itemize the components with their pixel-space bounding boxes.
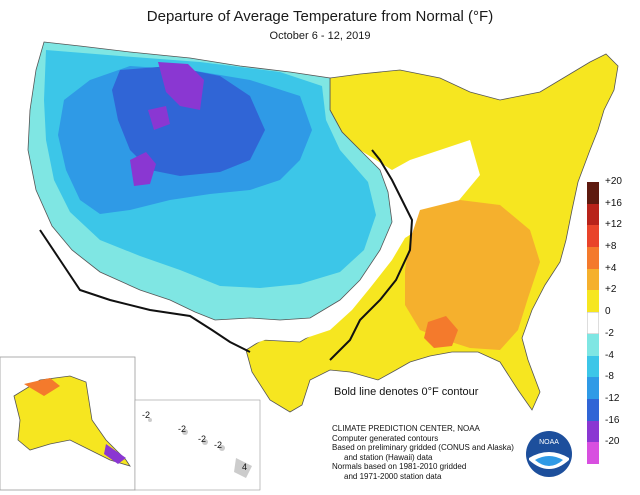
legend-entry: -8: [587, 371, 635, 399]
contour-note: Bold line denotes 0°F contour: [334, 386, 479, 398]
alaska-cool-spot: [104, 444, 126, 464]
alaska-warm-spot: [24, 378, 60, 396]
legend-swatch: [587, 333, 599, 356]
legend-swatch: [587, 203, 599, 226]
legend-swatch: [587, 377, 599, 399]
legend-label: +4: [605, 262, 617, 274]
legend-entry: 0: [587, 306, 635, 334]
legend-entry: -2: [587, 328, 635, 356]
credit-line: CLIMATE PREDICTION CENTER, NOAA: [332, 424, 480, 433]
legend-label: +8: [605, 241, 617, 253]
zero-contour-line: [329, 149, 414, 361]
hawaii-island: [202, 439, 208, 445]
legend-swatch: [587, 268, 599, 291]
hawaii-island: [182, 429, 188, 435]
map-title: Departure of Average Temperature from No…: [146, 8, 494, 25]
hawaii-label: -2: [214, 440, 223, 450]
credit-line: Normals based on 1981-2010 gridded: [332, 462, 467, 472]
legend-entry: +20: [587, 176, 635, 204]
legend-entry: -4: [587, 350, 635, 378]
credit-line: and station (Hawaii) data: [344, 452, 433, 462]
legend-swatch: [587, 312, 599, 334]
hawaii-label: -2: [198, 434, 207, 444]
legend-label: +2: [605, 284, 617, 296]
legend-entry: +8: [587, 241, 635, 269]
legend-swatch: [587, 398, 599, 421]
legend-entry: +4: [587, 263, 635, 291]
hawaii-label: -2: [142, 410, 151, 420]
legend-swatch: [587, 442, 599, 464]
warmest-hotspot: [424, 316, 458, 348]
legend-label: +16: [605, 197, 622, 209]
legend-entry: +16: [587, 198, 635, 226]
hawaii-label: 4: [242, 462, 248, 472]
legend-entry: -16: [587, 415, 635, 443]
alaska-shape: [13, 375, 131, 467]
credit-line: Computer generated contours: [332, 433, 439, 443]
legend-swatch: [587, 290, 599, 313]
credit-line: Based on preliminary gridded (CONUS and …: [332, 443, 514, 453]
zero-contour-line-2: [39, 229, 251, 353]
hawaii-island: [219, 445, 225, 451]
legend-label: -8: [605, 371, 614, 383]
hawaii-inset-frame: [134, 399, 261, 491]
legend-swatch: [587, 420, 599, 443]
hawaii-island-big: [234, 458, 252, 478]
credits-block: CLIMATE PREDICTION CENTER, NOAA Computer…: [332, 424, 532, 482]
warm-hotspot: [405, 200, 540, 350]
colder-core-region: [112, 66, 265, 176]
legend-label: -4: [605, 349, 614, 361]
color-legend: +20 +16 +12 +8 +4 +2 0 -2 -4 -8 -12 -16 …: [587, 176, 635, 464]
legend-label: -16: [605, 414, 620, 426]
svg-text:NOAA: NOAA: [539, 439, 559, 446]
map-subtitle: October 6 - 12, 2019: [269, 30, 371, 42]
coldest-spot-2: [148, 106, 170, 130]
legend-label: -2: [605, 327, 614, 339]
coldest-spot-3: [130, 152, 156, 186]
legend-swatch: [587, 182, 599, 204]
hawaii-label: -2: [178, 424, 187, 434]
legend-label: -12: [605, 392, 620, 404]
legend-label: +12: [605, 219, 622, 231]
hawaii-island: [148, 418, 152, 422]
legend-swatch: [587, 225, 599, 248]
legend-entry: +12: [587, 219, 635, 248]
noaa-logo: NOAA: [526, 431, 572, 477]
legend-label: 0: [605, 306, 611, 318]
legend-label: -20: [605, 436, 620, 448]
coldest-core-region: [158, 62, 204, 110]
legend-entry: -12: [587, 393, 635, 421]
legend-entry: +2: [587, 284, 635, 313]
credit-line: and 1971-2000 station data: [344, 471, 442, 481]
legend-swatch: [587, 247, 599, 269]
legend-entry: -20: [587, 436, 635, 464]
legend-swatch: [587, 355, 599, 378]
legend-label: +20: [605, 176, 622, 187]
